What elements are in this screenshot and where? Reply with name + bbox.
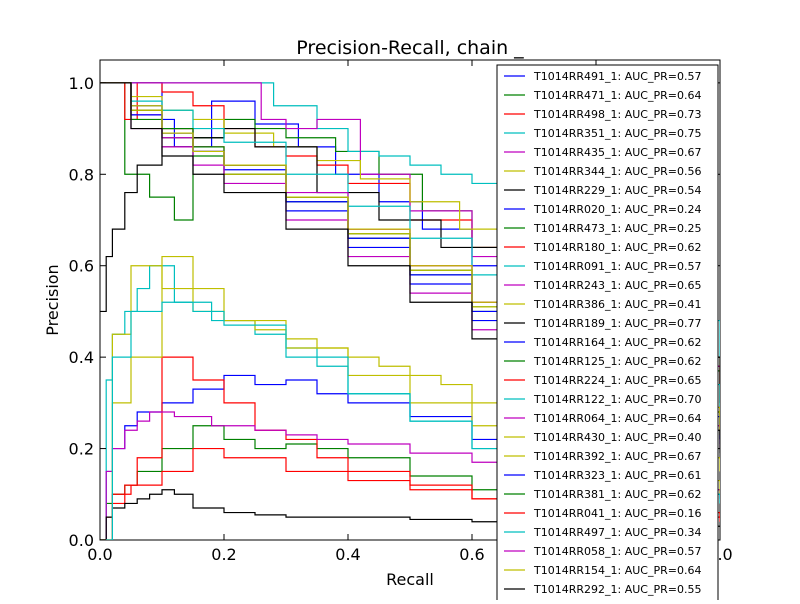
x-axis-label: Recall	[386, 570, 434, 589]
legend-entry: T1014RR122_1: AUC_PR=0.70	[533, 393, 701, 406]
y-axis-label: Precision	[43, 264, 62, 335]
y-tick-label: 1.0	[69, 74, 94, 93]
legend-entry: T1014RR224_1: AUC_PR=0.65	[533, 374, 701, 387]
legend-entry: T1014RR020_1: AUC_PR=0.24	[533, 203, 701, 216]
legend-entry: T1014RR064_1: AUC_PR=0.64	[533, 412, 701, 425]
legend-entry: T1014RR189_1: AUC_PR=0.77	[533, 317, 701, 330]
legend-entry: T1014RR392_1: AUC_PR=0.67	[533, 450, 701, 463]
chart-title: Precision-Recall, chain _	[296, 37, 524, 59]
legend-entry: T1014RR125_1: AUC_PR=0.62	[533, 355, 701, 368]
legend-entry: T1014RR491_1: AUC_PR=0.57	[533, 70, 701, 83]
legend-box	[496, 64, 719, 604]
x-tick-label: 0.2	[211, 545, 236, 564]
y-tick-label: 0.4	[69, 348, 94, 367]
y-tick-label: 0.8	[69, 165, 94, 184]
legend-entry: T1014RR323_1: AUC_PR=0.61	[533, 469, 701, 482]
legend-entry: T1014RR381_1: AUC_PR=0.62	[533, 488, 701, 501]
legend: T1014RR491_1: AUC_PR=0.57 T1014RR471_1: A…	[496, 64, 719, 604]
y-tick-label: 0.6	[69, 257, 94, 276]
legend-entry: T1014RR344_1: AUC_PR=0.56	[533, 165, 701, 178]
legend-entry: T1014RR497_1: AUC_PR=0.34	[533, 526, 701, 539]
legend-entry: T1014RR498_1: AUC_PR=0.73	[533, 108, 701, 121]
legend-entry: T1014RR351_1: AUC_PR=0.75	[533, 127, 701, 140]
legend-entry: T1014RR164_1: AUC_PR=0.62	[533, 336, 701, 349]
legend-entry: T1014RR180_1: AUC_PR=0.62	[533, 241, 701, 254]
y-tick-label: 0.2	[69, 440, 94, 459]
legend-entry: T1014RR243_1: AUC_PR=0.65	[533, 279, 701, 292]
legend-entry: T1014RR292_1: AUC_PR=0.55	[533, 583, 701, 596]
x-tick-label: 0.4	[335, 545, 360, 564]
legend-entry: T1014RR154_1: AUC_PR=0.64	[533, 564, 701, 577]
legend-entry: T1014RR229_1: AUC_PR=0.54	[533, 184, 701, 197]
legend-entry: T1014RR058_1: AUC_PR=0.57	[533, 545, 701, 558]
legend-entry: T1014RR041_1: AUC_PR=0.16	[533, 507, 701, 520]
legend-entry: T1014RR435_1: AUC_PR=0.67	[533, 146, 701, 159]
x-tick-label: 0.6	[459, 545, 484, 564]
legend-entry: T1014RR091_1: AUC_PR=0.57	[533, 260, 701, 273]
legend-entry: T1014RR473_1: AUC_PR=0.25	[533, 222, 701, 235]
legend-entry: T1014RR430_1: AUC_PR=0.40	[533, 431, 701, 444]
legend-entry: T1014RR386_1: AUC_PR=0.41	[533, 298, 701, 311]
x-tick-label: 0.0	[87, 545, 112, 564]
y-tick-label: 0.0	[69, 531, 94, 550]
legend-entry: T1014RR471_1: AUC_PR=0.64	[533, 89, 701, 102]
